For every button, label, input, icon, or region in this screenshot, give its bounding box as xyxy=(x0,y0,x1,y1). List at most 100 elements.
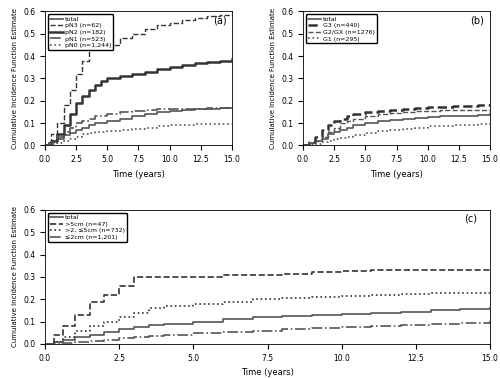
pN1 (n=523) xyxy=(117,110,123,114)
>2, ≤5cm (n=732) xyxy=(72,328,78,333)
total xyxy=(160,322,166,326)
total xyxy=(42,143,48,148)
total xyxy=(350,123,356,128)
G2/GX (n=1276) xyxy=(300,143,306,148)
≤2cm (n=1,201) xyxy=(250,328,256,333)
pN1 (n=523) xyxy=(42,143,48,148)
pN3 (n=62) xyxy=(73,72,79,76)
total xyxy=(154,110,160,114)
pN2 (n=182) xyxy=(166,65,172,70)
G3 (n=440) xyxy=(388,107,394,112)
pN1 (n=523) xyxy=(92,114,98,119)
≤2cm (n=1,201) xyxy=(428,322,434,326)
pN0 (n=1,244) xyxy=(104,129,110,133)
>2, ≤5cm (n=732) xyxy=(102,319,107,324)
total xyxy=(104,119,110,123)
G2/GX (n=1276) xyxy=(306,141,312,146)
pN2 (n=182) xyxy=(48,139,54,143)
>2, ≤5cm (n=732) xyxy=(190,302,196,306)
G1 (n=295) xyxy=(325,139,331,143)
total xyxy=(462,113,468,118)
G2/GX (n=1276) xyxy=(350,116,356,121)
pN3 (n=62) xyxy=(92,45,98,50)
>5cm (n=47) xyxy=(160,275,166,279)
total xyxy=(300,143,306,148)
Line: pN3 (n=62): pN3 (n=62) xyxy=(45,14,232,146)
G3 (n=440) xyxy=(474,103,480,107)
pN2 (n=182) xyxy=(67,112,73,116)
G1 (n=295) xyxy=(462,122,468,127)
total xyxy=(388,118,394,122)
total xyxy=(190,319,196,324)
pN0 (n=1,244) xyxy=(60,139,66,143)
G1 (n=295) xyxy=(388,127,394,132)
pN0 (n=1,244) xyxy=(42,143,48,148)
Y-axis label: Cumulative Incidence Function Estimate: Cumulative Incidence Function Estimate xyxy=(12,8,18,149)
Line: >5cm (n=47): >5cm (n=47) xyxy=(45,270,490,344)
pN3 (n=62) xyxy=(179,18,185,23)
G3 (n=440) xyxy=(300,143,306,148)
pN3 (n=62) xyxy=(142,27,148,31)
total xyxy=(130,114,136,119)
total xyxy=(117,116,123,121)
pN3 (n=62) xyxy=(42,143,48,148)
pN3 (n=62) xyxy=(192,16,198,20)
G2/GX (n=1276) xyxy=(400,110,406,114)
pN1 (n=523) xyxy=(54,134,60,139)
>5cm (n=47) xyxy=(220,273,226,277)
≤2cm (n=1,201) xyxy=(57,341,63,345)
pN2 (n=182) xyxy=(154,67,160,72)
G3 (n=440) xyxy=(318,127,324,132)
total xyxy=(312,139,318,143)
pN3 (n=62) xyxy=(154,22,160,27)
pN3 (n=62) xyxy=(67,87,73,92)
G3 (n=440) xyxy=(325,123,331,128)
total xyxy=(400,116,406,121)
G1 (n=295) xyxy=(312,141,318,146)
total xyxy=(86,333,92,337)
Legend: total, G3 (n=440), G2/GX (n=1276), G1 (n=295): total, G3 (n=440), G2/GX (n=1276), G1 (n… xyxy=(306,14,377,43)
>5cm (n=47) xyxy=(487,268,493,273)
total xyxy=(474,113,480,117)
G2/GX (n=1276) xyxy=(462,108,468,112)
pN2 (n=182) xyxy=(216,58,222,63)
total xyxy=(318,136,324,141)
pN2 (n=182) xyxy=(73,101,79,105)
Line: pN1 (n=523): pN1 (n=523) xyxy=(45,108,232,146)
G2/GX (n=1276) xyxy=(437,108,443,113)
pN1 (n=523) xyxy=(50,139,56,143)
G2/GX (n=1276) xyxy=(344,119,349,123)
pN1 (n=523) xyxy=(104,112,110,116)
G2/GX (n=1276) xyxy=(325,130,331,134)
pN1 (n=523) xyxy=(204,106,210,111)
>2, ≤5cm (n=732) xyxy=(487,289,493,294)
G1 (n=295) xyxy=(450,123,456,128)
Line: G1 (n=295): G1 (n=295) xyxy=(303,123,490,146)
Line: pN0 (n=1,244): pN0 (n=1,244) xyxy=(45,124,232,146)
Legend: total, >5cm (n=47), >2, ≤5cm (n=732), ≤2cm (n=1,201): total, >5cm (n=47), >2, ≤5cm (n=732), ≤2… xyxy=(48,213,127,242)
pN0 (n=1,244) xyxy=(166,123,172,128)
pN0 (n=1,244) xyxy=(48,142,54,147)
≤2cm (n=1,201) xyxy=(42,342,48,346)
pN3 (n=62) xyxy=(216,12,222,17)
Line: total: total xyxy=(45,308,490,344)
>5cm (n=47) xyxy=(368,268,374,273)
Y-axis label: Cumulative Incidence Function Estimate: Cumulative Incidence Function Estimate xyxy=(270,8,276,149)
pN0 (n=1,244) xyxy=(192,122,198,127)
G2/GX (n=1276) xyxy=(338,121,344,125)
pN0 (n=1,244) xyxy=(73,134,79,139)
G2/GX (n=1276) xyxy=(375,112,381,116)
pN0 (n=1,244) xyxy=(80,132,86,136)
G3 (n=440) xyxy=(400,106,406,111)
total xyxy=(116,327,122,332)
total xyxy=(131,325,137,330)
total xyxy=(450,114,456,118)
total xyxy=(229,106,235,110)
>5cm (n=47) xyxy=(190,275,196,279)
X-axis label: Time (years): Time (years) xyxy=(112,170,165,179)
total xyxy=(60,133,66,138)
pN3 (n=62) xyxy=(60,103,66,107)
pN0 (n=1,244) xyxy=(142,125,148,130)
G3 (n=440) xyxy=(362,110,368,114)
total xyxy=(368,310,374,315)
